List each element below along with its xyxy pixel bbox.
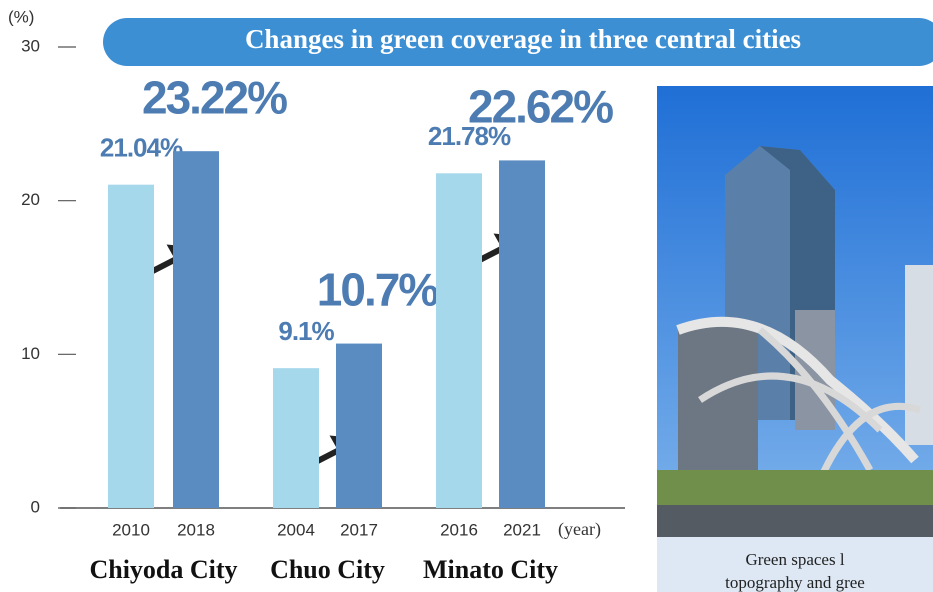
x-tick-label: 2021 xyxy=(503,520,541,539)
photo-caption: Green spaces l xyxy=(745,550,844,569)
x-tick-label: 2017 xyxy=(340,520,378,539)
y-tick-label: 20 xyxy=(21,190,40,209)
chart: Changes in green coverage in three centr… xyxy=(0,0,933,592)
x-axis-label: (year) xyxy=(558,519,601,540)
bar xyxy=(499,160,545,508)
value-label: 9.1% xyxy=(278,316,334,346)
chart-title: Changes in green coverage in three centr… xyxy=(245,24,801,54)
group-label: Chuo City xyxy=(270,555,385,584)
bar xyxy=(436,173,482,508)
bar xyxy=(273,368,319,508)
value-label: 21.04% xyxy=(100,133,183,163)
y-tick-label: 0 xyxy=(31,497,40,516)
bar xyxy=(108,185,154,508)
bar xyxy=(173,151,219,508)
y-tick-label: 30 xyxy=(21,36,40,55)
x-tick-label: 2004 xyxy=(277,520,315,539)
value-label: 22.62% xyxy=(468,81,613,133)
value-label: 10.7% xyxy=(317,264,439,316)
photo xyxy=(657,86,933,592)
group-label: Minato City xyxy=(423,555,558,584)
value-label: 23.22% xyxy=(142,71,287,123)
x-tick-label: 2010 xyxy=(112,520,150,539)
bar xyxy=(336,344,382,508)
photo-caption: topography and gree xyxy=(725,573,865,592)
x-tick-label: 2018 xyxy=(177,520,215,539)
group-label: Chiyoda City xyxy=(89,555,237,584)
page: Changes in green coverage in three centr… xyxy=(0,0,933,592)
x-tick-label: 2016 xyxy=(440,520,478,539)
y-tick-label: 10 xyxy=(21,344,40,363)
y-axis-label: (%) xyxy=(8,7,34,26)
